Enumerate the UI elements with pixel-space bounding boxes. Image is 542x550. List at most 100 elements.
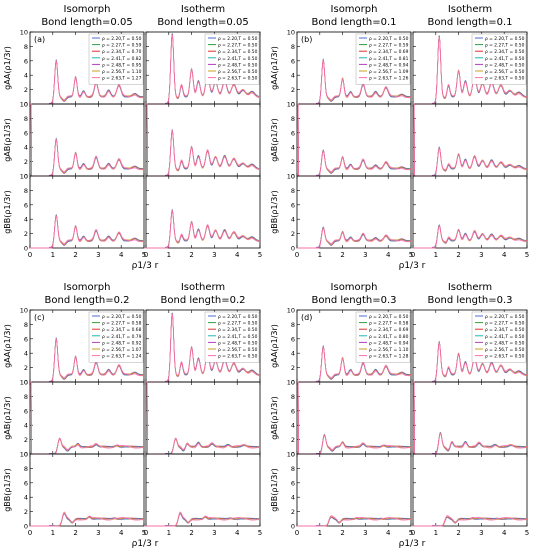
legend-box bbox=[355, 311, 411, 363]
y-tick-label: 6 bbox=[291, 407, 295, 415]
y-tick-label: 10 bbox=[287, 101, 295, 109]
column-subtitle: Bond length=0.1 bbox=[428, 17, 513, 28]
y-tick-label: 0 bbox=[291, 451, 295, 459]
panel-frame bbox=[412, 453, 528, 527]
legend-entry: ρ = 2.48,T = 0.94 bbox=[369, 62, 409, 68]
series-line-1 bbox=[146, 512, 260, 527]
series-line-2 bbox=[146, 103, 261, 177]
series-line-7 bbox=[30, 511, 145, 527]
y-tick-label: 4 bbox=[291, 72, 295, 80]
series-line-2 bbox=[297, 226, 411, 249]
legend-entry: ρ = 2.56,T = 0.50 bbox=[485, 347, 525, 353]
series-line-4 bbox=[30, 381, 145, 455]
y-tick-label: 6 bbox=[24, 335, 28, 343]
panel-left: 0 2 4 6 8 10 bbox=[287, 379, 412, 459]
legend-entry: ρ = 2.41,T = 0.50 bbox=[485, 56, 525, 62]
y-tick-label: 0 bbox=[24, 101, 28, 109]
series-line-4 bbox=[146, 513, 261, 527]
legend-entry: ρ = 2.34,T = 0.50 bbox=[218, 327, 258, 333]
series-line-5 bbox=[146, 513, 261, 527]
legend-entry: ρ = 2.27,T = 0.50 bbox=[485, 43, 525, 49]
y-tick-label: 10 bbox=[287, 307, 295, 315]
panel-right: ρ = 2.20,T = 0.50ρ = 2.27,T = 0.50ρ = 2.… bbox=[145, 309, 261, 383]
legend-entry: ρ = 2.41,T = 0.50 bbox=[218, 334, 258, 340]
x-tick-label: 4 bbox=[235, 251, 240, 259]
figure-block-2: Isomorph Bond length=0.1 Isotherm Bond leng… bbox=[270, 4, 529, 271]
series-line-7 bbox=[413, 381, 528, 455]
series-line-3 bbox=[30, 381, 145, 455]
y-tick-label: 2 bbox=[291, 230, 295, 238]
x-tick-label: 1 bbox=[51, 529, 55, 537]
series-line-7 bbox=[146, 103, 261, 177]
legend-entry: ρ = 2.27,T = 0.50 bbox=[485, 321, 525, 327]
series-line-5 bbox=[30, 381, 145, 455]
series-line-6 bbox=[297, 103, 412, 177]
series-line-7 bbox=[30, 381, 145, 455]
series-line-6 bbox=[30, 215, 145, 249]
x-tick-label: 3 bbox=[96, 529, 100, 537]
legend-entry: ρ = 2.20,T = 0.50 bbox=[218, 314, 258, 320]
x-tick-label: 1 bbox=[167, 529, 171, 537]
legend-entry: ρ = 2.63,T = 1.27 bbox=[102, 76, 142, 82]
y-tick-label: 0 bbox=[24, 245, 28, 253]
series-line-6 bbox=[30, 512, 145, 527]
panel-left: 0 2 4 6 8 10 bbox=[20, 101, 145, 181]
series-line-6 bbox=[146, 512, 261, 527]
legend-entry: ρ = 2.34,T = 0.68 bbox=[102, 327, 142, 333]
panel-frame bbox=[29, 381, 145, 455]
legend-entry: ρ = 2.63,T = 0.50 bbox=[218, 354, 258, 360]
figure-block-1: Isomorph Bond length=0.05 Isotherm Bond len… bbox=[3, 4, 262, 271]
series-line-7 bbox=[297, 103, 412, 177]
x-tick-label: 4 bbox=[386, 251, 391, 259]
series-line-3 bbox=[146, 381, 261, 455]
y-tick-label: 4 bbox=[291, 144, 295, 152]
y-axis-label: gAB(ρ1/3r) bbox=[3, 396, 12, 440]
y-tick-label: 8 bbox=[24, 187, 28, 195]
y-tick-label: 6 bbox=[291, 479, 295, 487]
series-line-3 bbox=[146, 103, 261, 177]
series-line-1 bbox=[146, 209, 261, 249]
y-axis-label: gBB(ρ1/3r) bbox=[3, 190, 12, 234]
panel-label: (d) bbox=[301, 313, 312, 322]
x-tick-label: 4 bbox=[502, 251, 507, 259]
y-tick-label: 8 bbox=[291, 43, 295, 51]
x-tick-label: 2 bbox=[189, 529, 193, 537]
column-title: Isomorph bbox=[331, 4, 378, 15]
y-tick-label: 10 bbox=[20, 173, 28, 181]
legend-box bbox=[471, 33, 527, 85]
series-line-2 bbox=[30, 214, 144, 249]
series-line-4 bbox=[146, 381, 261, 455]
series-line-2 bbox=[30, 512, 144, 527]
series-line-4 bbox=[30, 513, 145, 527]
x-tick-label: 0 bbox=[295, 251, 299, 259]
column-subtitle: Bond length=0.3 bbox=[312, 295, 397, 306]
x-tick-label: 3 bbox=[96, 251, 100, 259]
y-tick-label: 10 bbox=[20, 101, 28, 109]
x-tick-label: 5 bbox=[142, 529, 146, 537]
panel-right: 0 1 2 3 4 5 bbox=[144, 453, 262, 537]
panel-right bbox=[412, 381, 528, 455]
y-tick-label: 6 bbox=[24, 479, 28, 487]
y-tick-label: 8 bbox=[291, 321, 295, 329]
figure-block-3: Isomorph Bond length=0.2 Isotherm Bond leng… bbox=[3, 282, 262, 549]
legend-entry: ρ = 2.48,T = 0.50 bbox=[218, 340, 258, 346]
y-tick-label: 8 bbox=[24, 115, 28, 123]
y-tick-label: 2 bbox=[24, 364, 28, 372]
y-tick-label: 8 bbox=[291, 393, 295, 401]
series-line-4 bbox=[413, 381, 528, 455]
series-line-4 bbox=[297, 226, 412, 249]
x-tick-label: 5 bbox=[525, 251, 529, 259]
panel-frame bbox=[296, 381, 412, 455]
legend-box bbox=[88, 311, 144, 363]
series-line-6 bbox=[30, 103, 145, 177]
y-tick-label: 10 bbox=[287, 379, 295, 387]
series-line-5 bbox=[30, 513, 145, 527]
y-tick-label: 2 bbox=[291, 86, 295, 94]
panel-right bbox=[145, 381, 261, 455]
panel-left: 0 2 4 6 8 10 ρ = 2.20,T = 0.50ρ = 2.27,T = 0.5… bbox=[287, 29, 412, 109]
legend-entry: ρ = 2.27,T = 0.50 bbox=[218, 321, 258, 327]
legend-entry: ρ = 2.20,T = 0.50 bbox=[218, 36, 258, 42]
x-tick-label: 5 bbox=[258, 529, 262, 537]
legend-entry: ρ = 2.41,T = 0.50 bbox=[218, 56, 258, 62]
